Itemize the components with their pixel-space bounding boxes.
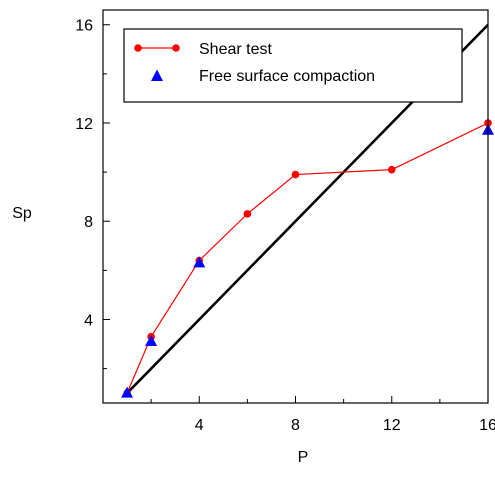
legend-box bbox=[123, 28, 463, 103]
y-tick-label-4: 4 bbox=[84, 312, 93, 329]
point-1-1 bbox=[145, 334, 158, 346]
legend-label-1: Free surface compaction bbox=[199, 68, 375, 85]
legend-marker-1 bbox=[151, 69, 163, 81]
point-1-0 bbox=[121, 386, 134, 398]
y-tick-label-8: 8 bbox=[84, 214, 93, 231]
legend-marker-0b bbox=[172, 44, 180, 52]
legend-label-0: Shear test bbox=[199, 41, 272, 58]
legend: Shear test Free surface compaction bbox=[123, 28, 463, 103]
plot-frame bbox=[102, 9, 489, 404]
legend-marker-0a bbox=[134, 44, 142, 52]
x-tick-label-12: 12 bbox=[383, 417, 401, 434]
point-1-2 bbox=[193, 256, 206, 268]
point-0-4 bbox=[291, 170, 300, 179]
point-0-5 bbox=[387, 165, 396, 174]
x-tick-label-8: 8 bbox=[291, 417, 300, 434]
x-axis-label: P bbox=[298, 449, 309, 466]
ticks bbox=[103, 24, 489, 403]
tick-labels: 4 8 12 16 4 8 12 16 bbox=[75, 18, 495, 434]
series-line-0 bbox=[126, 122, 489, 394]
y-axis-label: Sp bbox=[12, 205, 32, 222]
point-0-3 bbox=[243, 210, 252, 218]
y-tick-label-12: 12 bbox=[75, 116, 93, 133]
y-tick-label-16: 16 bbox=[75, 18, 93, 35]
x-tick-label-4: 4 bbox=[195, 417, 204, 434]
x-tick-label-16: 16 bbox=[479, 417, 495, 434]
